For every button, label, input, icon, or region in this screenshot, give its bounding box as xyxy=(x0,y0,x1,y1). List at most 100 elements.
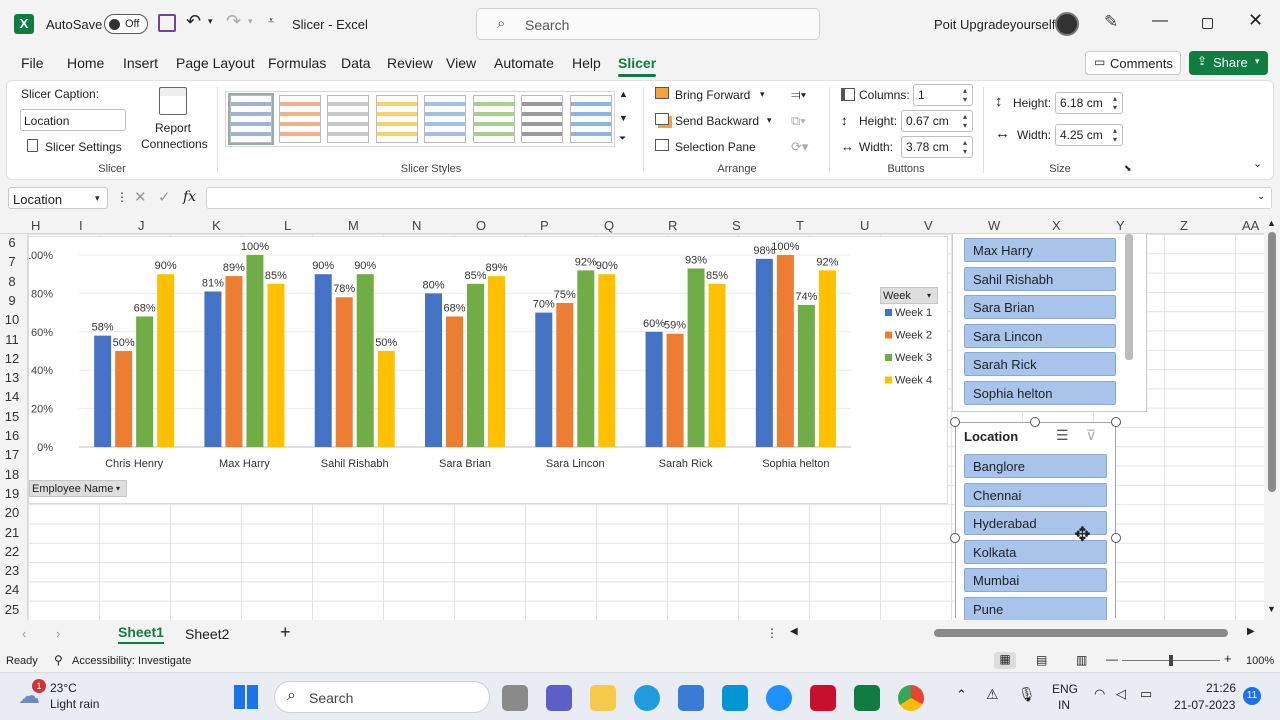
slicer-item[interactable]: Pune xyxy=(964,597,1107,621)
name-box[interactable]: Location ▾ xyxy=(8,187,108,209)
bar[interactable] xyxy=(157,274,175,447)
pen-icon[interactable]: ✎ xyxy=(1104,12,1119,31)
row-header[interactable]: 24 xyxy=(4,582,20,598)
sheet-tab-active[interactable]: Sheet1 xyxy=(118,624,164,644)
row-header[interactable]: 17 xyxy=(4,447,20,463)
store-icon[interactable] xyxy=(678,685,704,711)
row-header[interactable]: 7 xyxy=(8,254,16,270)
confirm-entry-icon[interactable]: ✓ xyxy=(158,189,171,206)
bring-forward-button[interactable]: Bring Forward xyxy=(675,88,751,102)
row-header[interactable]: 14 xyxy=(4,389,20,405)
bar[interactable] xyxy=(687,268,705,447)
bar[interactable] xyxy=(314,274,332,447)
slicer-caption-input[interactable]: Location xyxy=(20,109,126,131)
slicer-style-swatch[interactable] xyxy=(472,95,515,143)
axis-field-button[interactable]: Employee Name ▾ xyxy=(29,480,127,497)
save-icon[interactable] xyxy=(158,14,176,32)
gallery-down-icon[interactable]: ▼ xyxy=(619,113,628,123)
legend-entry[interactable]: Week 1 xyxy=(895,307,932,319)
teams-icon[interactable] xyxy=(546,685,572,711)
resize-handle-icon[interactable] xyxy=(1030,417,1040,427)
group-objects-icon[interactable]: ⧉▾ xyxy=(791,113,806,128)
resize-handle-icon[interactable] xyxy=(1111,533,1121,543)
share-button[interactable]: ⇪ Share ▾ xyxy=(1189,51,1268,75)
selection-pane-button[interactable]: Selection Pane xyxy=(675,140,756,154)
tab-view[interactable]: View xyxy=(446,55,477,71)
row-header[interactable]: 15 xyxy=(4,408,20,424)
row-header[interactable]: 12 xyxy=(4,350,20,366)
slicer-item[interactable]: Sara Lincon xyxy=(964,323,1116,348)
slicer-item[interactable]: Sarah Rick xyxy=(964,352,1116,377)
column-header[interactable]: H xyxy=(31,218,41,233)
column-header[interactable]: Z xyxy=(1180,218,1188,233)
user-name[interactable]: Poit Upgradeyourself xyxy=(934,17,1056,32)
legend-field-button[interactable]: Week ▾ xyxy=(880,287,938,304)
slicer-style-swatch[interactable] xyxy=(569,95,612,143)
slicer-item[interactable]: Hyderabad xyxy=(964,511,1107,536)
bar[interactable] xyxy=(267,283,285,447)
redo-dropdown-icon[interactable]: ▾ xyxy=(248,16,253,26)
normal-view-icon[interactable]: ▦ xyxy=(994,652,1016,669)
formula-input[interactable]: ⌄ xyxy=(206,187,1272,209)
zoom-slider-thumb[interactable] xyxy=(1169,655,1173,666)
mic-icon[interactable]: 🎙 xyxy=(1018,686,1036,702)
clock-time[interactable]: 21:26 xyxy=(1206,681,1237,695)
column-header[interactable]: K xyxy=(212,218,221,233)
size-dialog-launcher-icon[interactable]: ⬊ xyxy=(1124,163,1132,173)
notification-badge[interactable]: 11 xyxy=(1243,687,1261,705)
slicer-style-swatch[interactable] xyxy=(228,93,274,145)
row-header[interactable]: 21 xyxy=(4,524,20,540)
row-header[interactable]: 19 xyxy=(4,485,20,501)
tab-insert[interactable]: Insert xyxy=(123,55,159,71)
tab-formulas[interactable]: Formulas xyxy=(268,55,327,71)
tab-review[interactable]: Review xyxy=(387,55,433,71)
language-line1[interactable]: ENG xyxy=(1052,682,1079,696)
bar[interactable] xyxy=(136,316,154,447)
tab-slicer[interactable]: Slicer xyxy=(618,55,657,77)
tab-automate[interactable]: Automate xyxy=(494,55,554,71)
slicer-item[interactable]: Sophia helton xyxy=(964,381,1116,405)
slicer-settings-button[interactable]: Slicer Settings xyxy=(45,140,122,154)
column-header[interactable]: Q xyxy=(604,218,615,233)
slicer-item[interactable]: Chennai xyxy=(964,482,1107,507)
align-icon[interactable]: ⫤▾ xyxy=(791,87,807,102)
gallery-more-icon[interactable]: ⏷ xyxy=(619,133,627,143)
taskbar-search[interactable]: ⌕ Search xyxy=(274,681,490,713)
bar[interactable] xyxy=(446,316,463,447)
button-width-input[interactable]: 3.78 cm xyxy=(901,136,973,158)
prev-sheet-icon[interactable]: ‹ xyxy=(22,626,27,641)
slicer-item[interactable]: Banglore xyxy=(964,454,1107,478)
row-header[interactable]: 16 xyxy=(4,428,20,443)
column-header[interactable]: Y xyxy=(1116,218,1125,233)
row-header[interactable]: 23 xyxy=(4,563,20,579)
bar[interactable] xyxy=(645,331,663,447)
slicer-style-swatch[interactable] xyxy=(375,95,418,143)
network-warning-icon[interactable]: ⚠ xyxy=(986,686,999,702)
language-line2[interactable]: IN xyxy=(1058,698,1070,712)
tab-home[interactable]: Home xyxy=(67,55,105,71)
task-view-icon[interactable] xyxy=(502,685,528,711)
column-header[interactable]: W xyxy=(988,218,1001,233)
chrome-icon[interactable] xyxy=(898,685,924,711)
bar[interactable] xyxy=(246,255,264,447)
slicer-style-swatch[interactable] xyxy=(327,95,369,143)
expand-formula-icon[interactable]: ⌄ xyxy=(1257,191,1266,202)
scroll-thumb[interactable] xyxy=(1268,232,1276,492)
hp-icon[interactable] xyxy=(722,685,748,711)
help-icon[interactable] xyxy=(766,685,792,711)
tab-file[interactable]: File xyxy=(21,55,44,71)
column-header[interactable]: S xyxy=(732,218,741,233)
slicer-style-swatch[interactable] xyxy=(521,95,563,143)
column-header[interactable]: M xyxy=(348,218,359,233)
page-break-view-icon[interactable]: ▥ xyxy=(1076,653,1088,667)
send-backward-button[interactable]: Send Backward xyxy=(675,114,760,128)
column-header[interactable]: N xyxy=(412,218,422,233)
customize-qat-icon[interactable]: ⩡ xyxy=(268,15,275,27)
row-header[interactable]: 11 xyxy=(5,331,19,347)
scroll-up-icon[interactable]: ▲ xyxy=(1267,218,1276,228)
bar[interactable] xyxy=(425,293,442,447)
columns-input[interactable]: 1 xyxy=(913,84,973,106)
column-header[interactable]: I xyxy=(79,218,83,233)
zoom-out-icon[interactable]: — xyxy=(1106,652,1118,666)
rotate-icon[interactable]: ⟳▾ xyxy=(791,139,809,154)
